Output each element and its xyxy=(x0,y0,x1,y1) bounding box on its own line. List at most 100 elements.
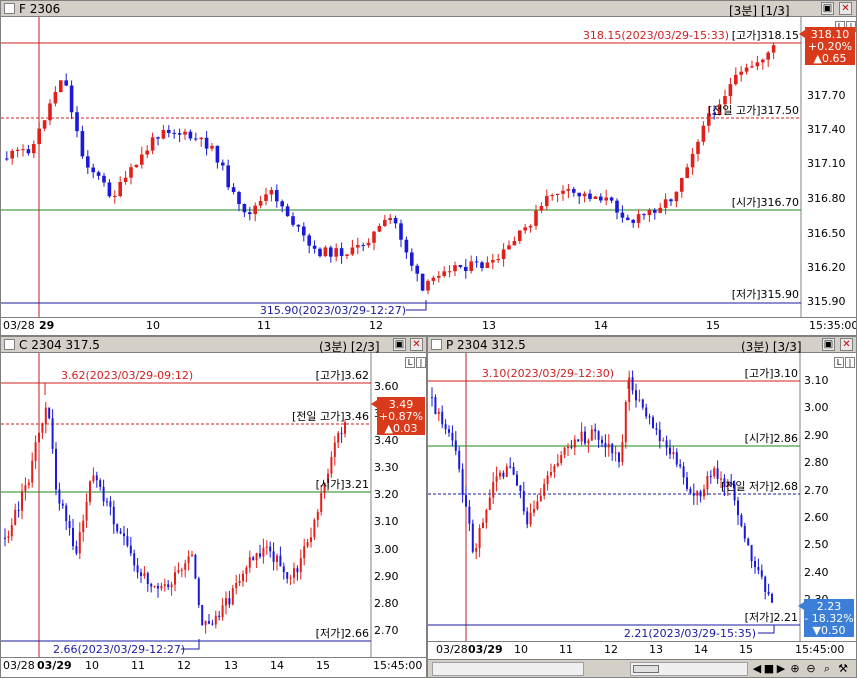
candle-body xyxy=(420,273,425,291)
scroll-track[interactable] xyxy=(432,662,584,676)
candle-body xyxy=(631,219,635,223)
wrench-icon[interactable]: ⚒ xyxy=(838,662,848,675)
candle-body xyxy=(604,443,607,448)
zoom-in-icon[interactable]: ⊕ xyxy=(790,662,800,675)
candle-body xyxy=(539,206,544,211)
candlestick-chart-put[interactable]: 3.103.002.902.802.702.602.502.402.302.20… xyxy=(428,353,857,641)
candle-body xyxy=(116,524,119,532)
candle-body xyxy=(201,605,204,626)
candle-body xyxy=(426,280,430,291)
candle-body xyxy=(320,492,323,512)
candle-body xyxy=(582,193,587,197)
candlestick-chart-futures[interactable]: 318.15317.70317.40317.10316.80316.50316.… xyxy=(1,17,857,317)
candle-body xyxy=(339,248,344,257)
panel-checkbox[interactable] xyxy=(4,339,15,350)
scale-button-right[interactable]: | xyxy=(845,357,855,368)
scale-button-l[interactable]: L xyxy=(834,357,844,368)
scroll-left-icon[interactable]: ◀ xyxy=(752,662,762,675)
x-label: 15 xyxy=(316,659,330,672)
candle-body xyxy=(146,573,149,585)
candle-body xyxy=(89,481,91,502)
candle-body xyxy=(51,418,54,449)
candle-body xyxy=(150,584,153,587)
candle-body xyxy=(760,570,763,577)
x-label: 10 xyxy=(85,659,99,672)
candle-body xyxy=(740,515,743,526)
candle-body xyxy=(593,196,598,199)
candle-body xyxy=(310,537,312,543)
prev-high-tag-label: [전일 고가]317.50 xyxy=(708,103,799,117)
y-tick-label: 2.40 xyxy=(804,566,829,579)
candle-body xyxy=(655,428,658,430)
scroll-stop-icon[interactable]: ■ xyxy=(763,662,775,675)
panel-title: P 2304 312.5 xyxy=(446,338,526,352)
candle-body xyxy=(24,485,27,492)
low-marker-label: 315.90(2023/03/29-12:27) xyxy=(260,304,406,317)
candle-body xyxy=(519,485,522,492)
candle-body xyxy=(269,189,274,195)
candle-body xyxy=(42,120,47,129)
low-marker-arrow xyxy=(758,625,775,634)
candle-body xyxy=(464,266,468,271)
x-label: 03/28 xyxy=(3,319,35,332)
candle-body xyxy=(245,567,248,574)
candle-body xyxy=(145,150,149,155)
candle-body xyxy=(85,501,88,521)
candle-body xyxy=(53,92,58,104)
candle-body xyxy=(218,615,221,618)
candle-body xyxy=(701,125,706,142)
candle-body xyxy=(570,446,573,448)
candle-body xyxy=(225,598,227,606)
candle-body xyxy=(21,491,23,511)
scroll-right-icon[interactable]: ▶ xyxy=(776,662,786,675)
candle-body xyxy=(750,66,754,68)
candle-body xyxy=(726,482,729,488)
panel-checkbox[interactable] xyxy=(431,339,442,350)
x-label: 03/29 xyxy=(468,643,503,656)
restore-icon[interactable]: ▣ xyxy=(822,338,835,351)
zoom-slider[interactable] xyxy=(630,662,748,676)
candle-body xyxy=(566,188,571,191)
search-icon[interactable]: ⌕ xyxy=(823,662,831,675)
candle-body xyxy=(561,190,565,194)
candle-body xyxy=(96,172,101,176)
candle-body xyxy=(750,545,753,562)
panel-checkbox[interactable] xyxy=(4,3,15,14)
candle-body xyxy=(728,84,733,97)
open-tag-label: [시가]3.21 xyxy=(316,478,369,491)
candle-body xyxy=(48,407,51,419)
candle-body xyxy=(502,472,505,477)
zoom-slider-thumb[interactable] xyxy=(633,665,659,673)
candle-body xyxy=(528,225,533,228)
high-marker-label: 3.62(2023/03/29-09:12) xyxy=(61,369,193,382)
candle-body xyxy=(734,74,738,85)
candle-body xyxy=(621,442,624,463)
candle-body xyxy=(204,621,207,626)
scale-button-l[interactable]: L xyxy=(405,357,415,368)
high-tag-label: [고가]3.10 xyxy=(745,367,798,380)
close-icon[interactable]: ✕ xyxy=(410,338,423,351)
candle-body xyxy=(703,489,705,497)
zoom-out-icon[interactable]: ⊖ xyxy=(806,662,816,675)
candle-body xyxy=(682,466,685,478)
panel-info: (3분) [3/3] xyxy=(741,340,802,354)
x-label: 29 xyxy=(39,319,55,332)
candle-body xyxy=(350,247,355,255)
candle-body xyxy=(285,206,290,217)
candle-body xyxy=(492,481,495,498)
close-icon[interactable]: ✕ xyxy=(839,2,852,15)
candle-body xyxy=(334,248,338,257)
price-badge-pointer xyxy=(371,400,377,408)
restore-icon[interactable]: ▣ xyxy=(821,2,834,15)
candlestick-chart-call[interactable]: 3.603.503.403.303.203.103.002.902.802.70… xyxy=(1,353,427,657)
scale-button-right[interactable]: | xyxy=(416,357,426,368)
restore-icon[interactable]: ▣ xyxy=(393,338,406,351)
candle-body xyxy=(665,440,668,448)
y-tick-label: 317.10 xyxy=(807,157,846,170)
candle-body xyxy=(242,204,247,213)
candle-body xyxy=(434,397,437,415)
candle-body xyxy=(587,440,590,444)
candle-body xyxy=(692,493,695,496)
low-marker-arrow xyxy=(181,639,200,650)
close-icon[interactable]: ✕ xyxy=(840,338,853,351)
